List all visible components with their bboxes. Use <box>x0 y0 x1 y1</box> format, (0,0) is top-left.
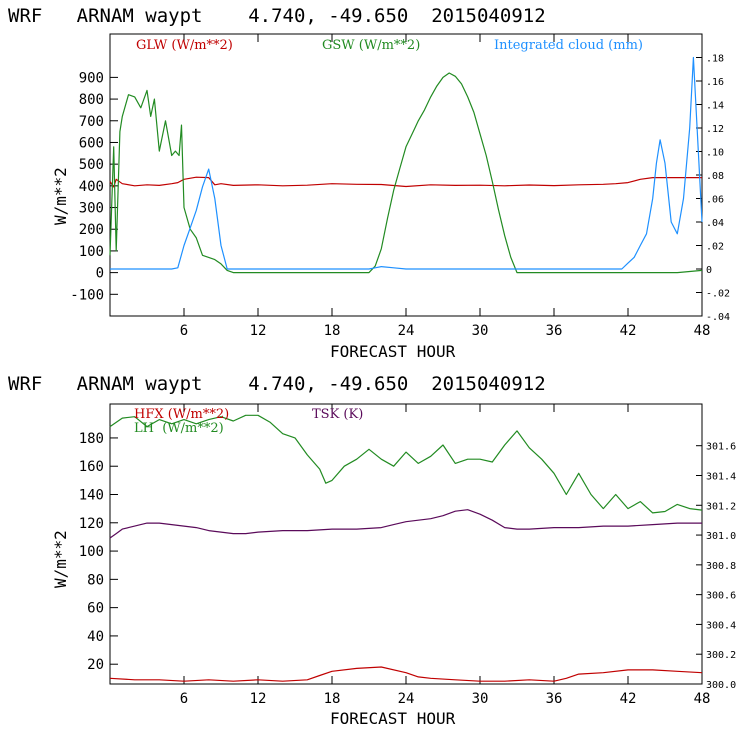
series-line-tsk <box>109 509 702 539</box>
y-tick-label: 60 <box>87 601 104 617</box>
y2-tick-label: 300.6 <box>706 591 736 602</box>
panel-2-ticks: 6 12 18 24 30 36 42 48 20 40 60 80 100 120 140 160 180 30… <box>79 404 736 707</box>
y-tick-label: 120 <box>79 516 104 532</box>
panel-2-series <box>109 414 703 682</box>
y2-tick-label: -.02 <box>706 289 730 300</box>
y-tick-label: 180 <box>79 431 104 447</box>
x-tick-label: 42 <box>620 691 637 707</box>
panel-2-plot-frame <box>109 403 703 685</box>
y-tick-label: 900 <box>79 70 104 86</box>
x-tick-label: 42 <box>620 323 637 339</box>
y2-tick-label: 300.4 <box>706 620 736 631</box>
y2-tick-label: .02 <box>706 242 724 253</box>
y2-tick-label: 301.2 <box>706 501 736 512</box>
y2-tick-label: .10 <box>706 148 724 159</box>
y-tick-label: 160 <box>79 459 104 475</box>
x-tick-label: 12 <box>250 323 267 339</box>
y2-tick-label: .06 <box>706 195 724 206</box>
x-tick-label: 24 <box>398 323 415 339</box>
y-tick-label: 300 <box>79 201 104 217</box>
series-line-hfx <box>109 666 703 682</box>
legend-gsw: GSW (W/m**2) <box>322 38 420 53</box>
y2-tick-label: 0 <box>706 265 712 276</box>
y2-tick-label: .04 <box>706 218 724 229</box>
panel-1-series <box>109 56 703 274</box>
x-tick-label: 6 <box>180 691 188 707</box>
legend-tsk: TSK (K) <box>312 407 363 422</box>
panel-2-title: WRF ARNAM waypt 4.740, -49.650 201504091… <box>8 373 546 395</box>
y2-tick-label: 300.0 <box>706 680 736 691</box>
y2-tick-label: 300.2 <box>706 650 736 661</box>
y-tick-label: 700 <box>79 114 104 130</box>
y2-tick-label: .08 <box>706 171 724 182</box>
x-tick-label: 30 <box>472 323 489 339</box>
y2-tick-label: 300.8 <box>706 561 736 572</box>
y-tick-label: 100 <box>79 544 104 560</box>
x-tick-label: 12 <box>250 691 267 707</box>
panel-1-plot-frame <box>109 33 703 317</box>
y2-tick-label: .18 <box>706 54 724 65</box>
x-tick-label: 6 <box>180 323 188 339</box>
x-tick-label: 36 <box>546 691 563 707</box>
x-tick-label: 30 <box>472 691 489 707</box>
legend-cloud: Integrated cloud (mm) <box>494 38 643 53</box>
y2-tick-label: .12 <box>706 124 724 135</box>
y2-tick-label: .14 <box>706 101 724 112</box>
series-line-lh <box>109 414 703 514</box>
series-line-gsw <box>109 72 703 274</box>
panel-1-ticks: 6 12 18 24 30 36 42 48 -100 0 100 200 300 400 500 600 70… <box>70 34 730 339</box>
x-tick-label: 36 <box>546 323 563 339</box>
y-tick-label: 400 <box>79 179 104 195</box>
x-tick-label: 24 <box>398 691 415 707</box>
panel-1-ylabel: W/m**2 <box>51 167 70 225</box>
series-line-glw <box>109 176 702 188</box>
series-line-integrated <box>110 56 703 270</box>
x-tick-label: 18 <box>324 323 341 339</box>
y-tick-label: 500 <box>79 157 104 173</box>
panel-1-xlabel: FORECAST HOUR <box>330 342 456 361</box>
y-tick-label: -100 <box>70 287 104 303</box>
y2-tick-label: 301.6 <box>706 442 736 453</box>
panel-surface-fluxes: WRF ARNAM waypt 4.740, -49.650 201504091… <box>8 373 736 728</box>
x-tick-label: 48 <box>694 691 711 707</box>
y2-tick-label: 301.0 <box>706 531 736 542</box>
panel-radiation: WRF ARNAM waypt 4.740, -49.650 201504091… <box>8 5 730 361</box>
y2-tick-label: -.04 <box>706 312 730 323</box>
y-tick-label: 0 <box>96 266 104 282</box>
panel-1-title: WRF ARNAM waypt 4.740, -49.650 201504091… <box>8 5 546 27</box>
legend-hfx: HFX (W/m**2) <box>134 407 229 422</box>
y-tick-label: 600 <box>79 135 104 151</box>
x-tick-label: 48 <box>694 323 711 339</box>
y-tick-label: 80 <box>87 572 104 588</box>
y2-tick-label: 301.4 <box>706 471 736 482</box>
panel-2-ylabel: W/m**2 <box>51 530 70 588</box>
y-tick-label: 200 <box>79 222 104 238</box>
y-tick-label: 40 <box>87 629 104 645</box>
panel-2-xlabel: FORECAST HOUR <box>330 709 456 728</box>
y-tick-label: 800 <box>79 92 104 108</box>
legend-lh: LH (W/m**2) <box>134 421 224 436</box>
y-tick-label: 100 <box>79 244 104 260</box>
x-tick-label: 18 <box>324 691 341 707</box>
y-tick-label: 20 <box>87 657 104 673</box>
y-tick-label: 140 <box>79 488 104 504</box>
legend-glw: GLW (W/m**2) <box>136 38 233 53</box>
y2-tick-label: .16 <box>706 77 724 88</box>
